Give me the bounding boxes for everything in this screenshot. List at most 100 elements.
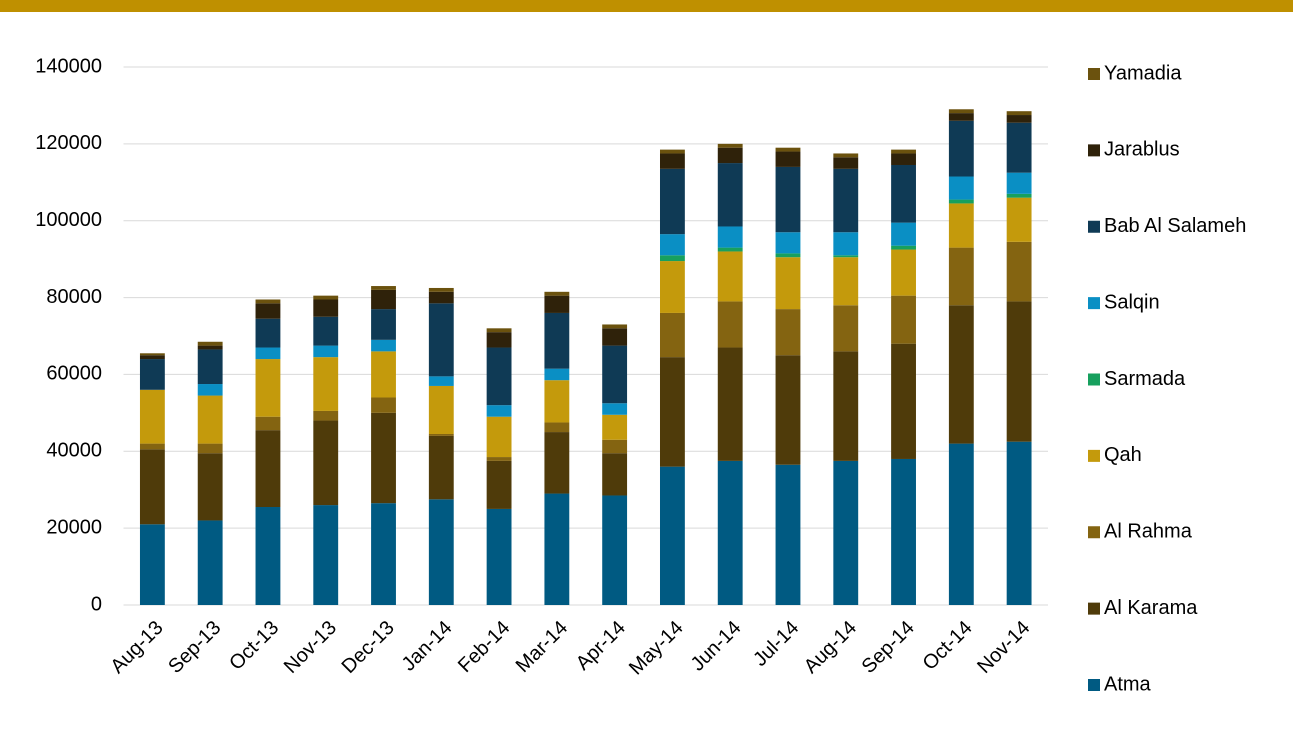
bar-segment [891,295,916,344]
bar-segment [948,305,974,444]
legend-swatch [1088,602,1100,615]
bar-segment [139,353,165,356]
bar-segment [602,414,628,440]
legend-label: Bab Al Salameh [1104,215,1246,237]
bar-segment [602,403,628,415]
bar-segment [833,351,859,461]
bar-segment [313,505,339,605]
bar-segment [197,384,223,396]
bar-segment [602,439,628,454]
bar-segment [948,443,974,605]
bar-segment [833,153,859,158]
bar-segment [659,149,685,154]
x-tick-label: Sep-14 [858,617,919,678]
legend-swatch [1088,526,1100,539]
bar-segment [486,347,512,406]
legend-label: Al Rahma [1104,521,1193,543]
bar-segment [313,410,339,421]
bar-segment [313,295,339,300]
bar-segment [255,303,281,319]
legend-label: Jarablus [1104,139,1180,161]
bar-segment [659,312,685,358]
bar-segment [486,416,512,458]
bar-segment [948,109,974,114]
bar-segment [313,357,339,411]
bar-segment [659,153,685,169]
bar-segment [775,151,801,167]
bar-segment [717,347,743,461]
bar-segment [139,443,165,450]
bar-segment [775,309,801,356]
bar-segment [371,286,396,290]
x-tick-label: Jan-14 [398,617,457,676]
bar-segment [1006,172,1032,194]
bar-segment [313,316,339,346]
bar-segment [544,380,570,423]
bar-segment [833,232,859,256]
x-tick-label: Nov-13 [280,617,341,678]
bar-segment [428,433,454,436]
bar-segment [139,355,165,360]
legend-swatch [1088,297,1100,310]
bar-segment [659,466,685,605]
y-tick-label: 100000 [35,209,102,231]
bar-segment [1006,301,1032,442]
bar-segment [428,385,454,434]
bar-segment [948,176,974,200]
y-tick-label: 40000 [46,440,102,462]
x-tick-label: Feb-14 [454,617,514,677]
legend-label: Al Karama [1104,597,1198,619]
bar-segment [428,499,454,605]
bar-segment [1006,241,1032,302]
x-tick-label: Aug-13 [106,617,167,678]
bar-segment [775,147,801,152]
bar-segment [1006,111,1032,116]
legend-label: Salqin [1104,291,1160,313]
bar-segment [139,524,165,605]
bar-segment [891,343,916,459]
bar-segment [717,143,743,148]
bar-segment [833,305,859,352]
x-tick-label: Dec-13 [338,617,399,678]
bar-segment [255,359,281,417]
bar-segment [948,120,974,177]
bar-segment [1006,441,1032,605]
bar-segment [833,460,859,605]
y-tick-label: 60000 [46,363,102,385]
bar-segment [833,255,859,258]
bar-segment [602,495,628,605]
bar-segment [891,249,916,296]
bar-segment [544,312,570,369]
bar-segment [1006,193,1032,198]
bar-segment [544,368,570,381]
bar-segment [197,345,223,350]
bar-segment [717,226,743,248]
y-tick-label: 20000 [46,516,102,538]
bar-segment [775,257,801,310]
bar-segment [717,147,743,164]
x-tick-label: Apr-14 [572,617,630,675]
bar-segment [602,345,628,404]
bar-segment [833,157,859,169]
legend-swatch [1088,679,1100,691]
bar-segment [313,299,339,317]
bar-segment [197,453,223,521]
bar-segment [1006,197,1032,242]
bar-segment [197,520,223,605]
bar-segment [371,503,396,605]
bar-segment [1006,115,1032,123]
bar-segment [891,458,916,605]
x-tick-label: Oct-13 [225,617,283,675]
bar-segment [486,508,512,605]
bar-segment [428,376,454,386]
bar-segment [775,166,801,233]
bar-segment [197,395,223,444]
x-tick-label: Aug-14 [800,617,861,678]
bar-segment [833,168,859,233]
bar-segment [659,255,685,262]
bar-segment [313,345,339,358]
bar-segment [486,457,512,461]
bar-segment [428,435,454,500]
bar-segment [197,443,223,454]
